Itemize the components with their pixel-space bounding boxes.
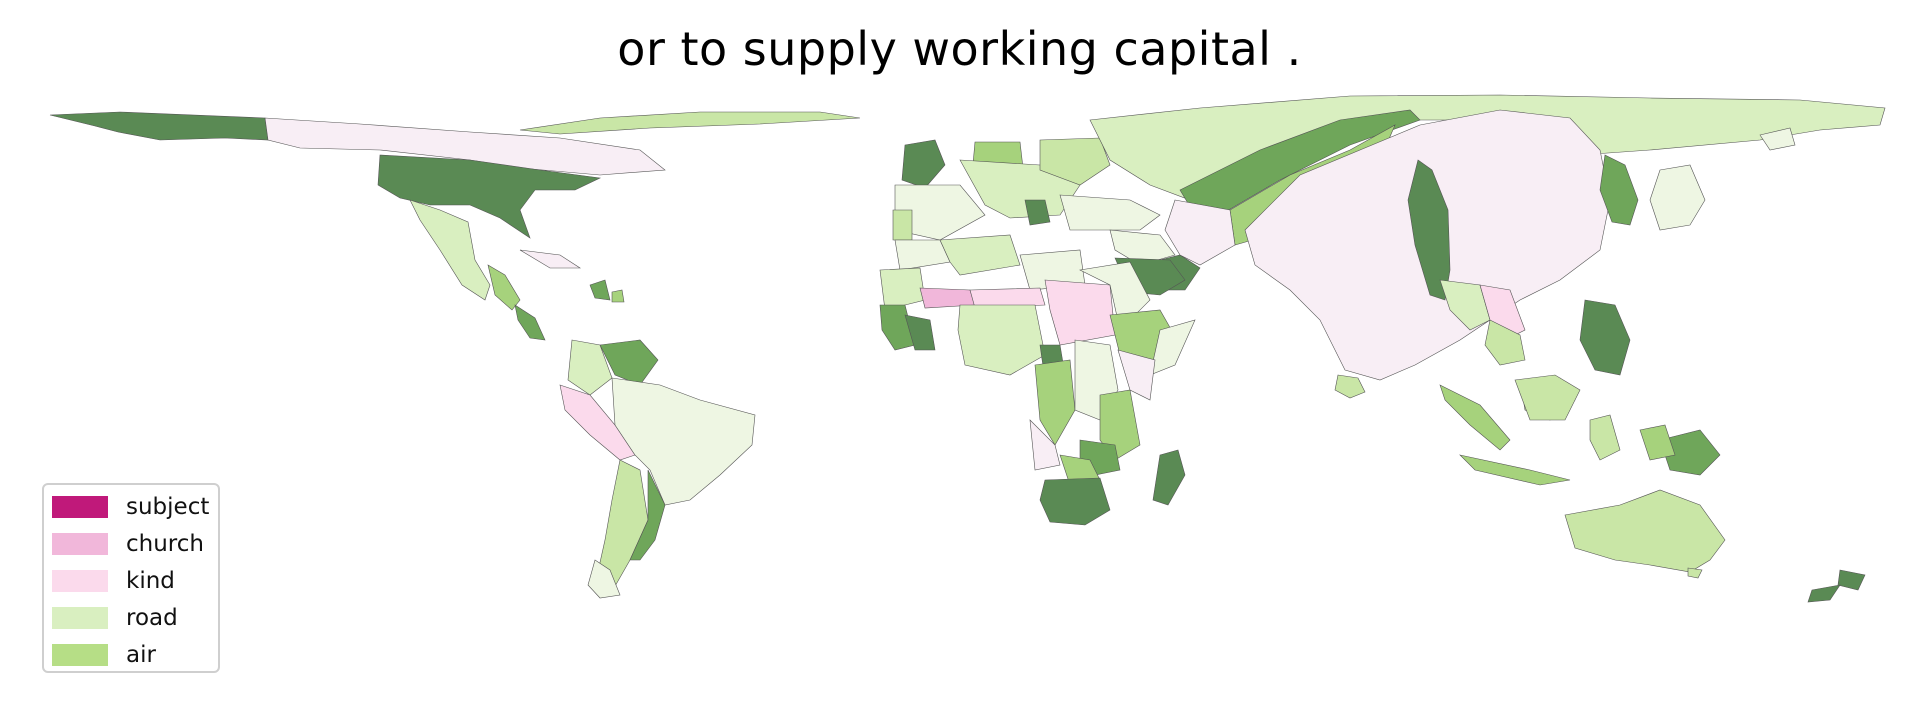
- region-alaska: [49, 111, 269, 141]
- region-niger: [969, 287, 1046, 309]
- legend-label-church: church: [126, 531, 204, 557]
- region-australia: [1564, 489, 1726, 573]
- region-peru: [559, 384, 636, 461]
- region-uk: [901, 139, 946, 189]
- region-sri-lanka: [1334, 374, 1366, 399]
- region-patagonia: [587, 559, 621, 599]
- region-java: [1459, 454, 1571, 486]
- region-balkans: [1024, 199, 1051, 226]
- region-timor: [1639, 424, 1676, 461]
- region-colombia: [567, 339, 613, 396]
- region-nigeria: [957, 304, 1046, 376]
- region-turkey: [1059, 194, 1161, 231]
- region-myanmar: [1439, 279, 1491, 331]
- legend-item-kind: kind: [52, 568, 175, 594]
- region-europe-east: [1039, 137, 1111, 186]
- legend-item-subject: subject: [52, 494, 210, 520]
- region-sulawesi: [1589, 414, 1621, 461]
- region-chad: [1044, 279, 1116, 346]
- region-iran: [1164, 199, 1236, 266]
- region-central-america-a: [487, 264, 521, 311]
- region-caribbean-c: [519, 249, 582, 269]
- region-gabon: [1034, 359, 1076, 446]
- legend-swatch-church: [52, 533, 108, 555]
- legend-swatch-air: [52, 644, 108, 666]
- legend-label-subject: subject: [126, 494, 210, 520]
- region-new-zealand-south: [1807, 584, 1841, 603]
- region-iberia: [892, 209, 913, 241]
- legend-swatch-kind: [52, 570, 108, 592]
- region-venezuela: [599, 339, 659, 386]
- region-arctic-islands: [519, 111, 861, 135]
- map-title: or to supply working capital .: [617, 22, 1302, 76]
- region-algeria: [939, 234, 1021, 276]
- region-tanzania: [1099, 389, 1141, 461]
- region-east-africa: [1117, 349, 1156, 401]
- region-bangladesh: [1407, 159, 1451, 301]
- legend-swatch-road: [52, 607, 108, 629]
- region-mauritania: [879, 267, 926, 311]
- region-madagascar: [1152, 449, 1186, 506]
- region-usa: [377, 154, 602, 239]
- region-central-america-b: [514, 304, 546, 341]
- region-sumatra: [1439, 384, 1511, 451]
- region-mexico: [409, 199, 491, 301]
- legend-swatch-subject: [52, 496, 108, 518]
- region-argentina: [629, 469, 666, 561]
- region-caribbean-b: [611, 289, 625, 303]
- region-korea: [1599, 154, 1639, 226]
- legend-label-air: air: [126, 642, 156, 668]
- legend-label-road: road: [126, 605, 178, 631]
- region-south-africa: [1039, 477, 1111, 526]
- region-angola: [1029, 419, 1061, 471]
- legend-item-road: road: [52, 605, 178, 631]
- region-japan: [1649, 164, 1706, 231]
- region-brazil: [611, 377, 756, 506]
- map-legend: subject church kind road air: [42, 483, 220, 673]
- region-west-africa-b: [904, 314, 936, 351]
- region-borneo: [1514, 374, 1581, 421]
- region-caribbean-a: [589, 279, 611, 301]
- legend-item-church: church: [52, 531, 204, 557]
- region-canada-north: [264, 117, 666, 176]
- region-philippines: [1579, 299, 1631, 376]
- region-indochina: [1484, 319, 1526, 366]
- region-tasmania: [1687, 567, 1703, 579]
- legend-label-kind: kind: [126, 568, 175, 594]
- region-new-zealand-north: [1837, 569, 1866, 591]
- region-japan-north: [1759, 127, 1796, 151]
- region-papua: [1659, 429, 1721, 476]
- legend-item-air: air: [52, 642, 156, 668]
